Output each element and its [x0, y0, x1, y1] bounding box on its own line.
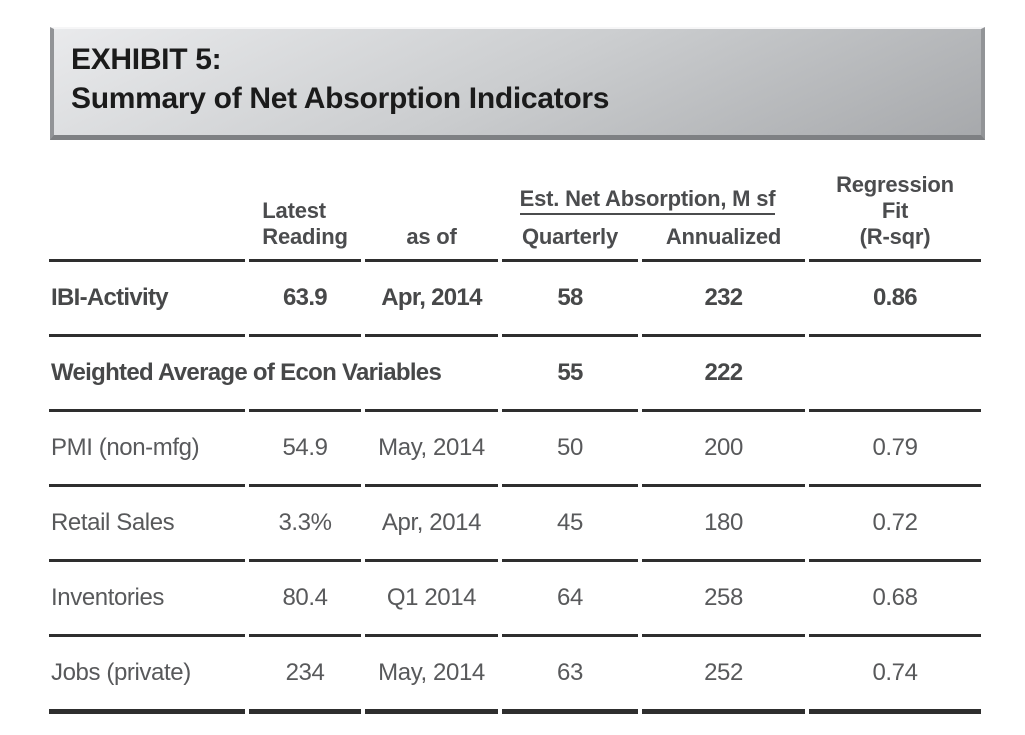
rsqr-cell: 0.68: [809, 562, 981, 637]
latest-reading-cell: 234: [249, 637, 361, 714]
annualized-cell: 222: [642, 337, 805, 412]
annualized-cell: 232: [642, 262, 805, 337]
reading-label: Reading: [262, 224, 348, 249]
as-of-cell: [365, 337, 498, 412]
table-row: IBI-Activity 63.9 Apr, 2014 58 232 0.86: [49, 262, 981, 337]
rsqr-cell: 0.86: [809, 262, 981, 337]
est-net-absorption-label: Est. Net Absorption, M sf: [519, 186, 776, 215]
annualized-cell: 200: [642, 412, 805, 487]
as-of-column-header: as of: [365, 150, 498, 262]
quarterly-cell: 45: [502, 487, 638, 562]
exhibit-title-banner: EXHIBIT 5: Summary of Net Absorption Ind…: [50, 27, 985, 140]
exhibit-title-line1: EXHIBIT 5:: [71, 43, 222, 76]
rsqr-cell: 0.72: [809, 487, 981, 562]
quarterly-cell: 63: [502, 637, 638, 714]
table-row: Retail Sales 3.3% Apr, 2014 45 180 0.72: [49, 487, 981, 562]
indicator-cell: Jobs (private): [49, 637, 245, 714]
indicator-cell: Inventories: [49, 562, 245, 637]
regression-fit-column-header: Regression Fit (R-sqr): [809, 150, 981, 262]
rsqr-label: (R-sqr): [859, 224, 931, 249]
exhibit-title-line2: Summary of Net Absorption Indicators: [71, 82, 610, 115]
latest-label: Latest: [262, 198, 326, 223]
annualized-column-header: Annualized: [642, 150, 805, 262]
as-of-cell: May, 2014: [365, 637, 498, 714]
annualized-cell: 252: [642, 637, 805, 714]
table-row: Inventories 80.4 Q1 2014 64 258 0.68: [49, 562, 981, 637]
latest-reading-cell: [249, 337, 361, 412]
rsqr-cell: 0.74: [809, 637, 981, 714]
fit-label: Fit: [881, 198, 909, 223]
annualized-cell: 180: [642, 487, 805, 562]
rsqr-cell: [809, 337, 981, 412]
as-of-cell: Q1 2014: [365, 562, 498, 637]
rsqr-cell: 0.79: [809, 412, 981, 487]
indicator-column-header: [49, 150, 245, 262]
latest-reading-column-header: Latest Reading: [249, 150, 361, 262]
quarterly-column-header: Quarterly: [502, 150, 638, 262]
est-net-absorption-group-header: Est. Net Absorption, M sf: [485, 186, 810, 215]
indicators-table: Est. Net Absorption, M sf Latest Reading…: [45, 150, 985, 714]
indicator-cell: IBI-Activity: [49, 262, 245, 337]
as-of-cell: Apr, 2014: [365, 262, 498, 337]
annualized-cell: 258: [642, 562, 805, 637]
header-row: Latest Reading as of Quarterly Annualize…: [49, 150, 981, 262]
net-absorption-table: Latest Reading as of Quarterly Annualize…: [45, 150, 985, 714]
latest-reading-cell: 3.3%: [249, 487, 361, 562]
quarterly-cell: 64: [502, 562, 638, 637]
quarterly-cell: 58: [502, 262, 638, 337]
as-of-cell: May, 2014: [365, 412, 498, 487]
table-row: Jobs (private) 234 May, 2014 63 252 0.74: [49, 637, 981, 714]
as-of-cell: Apr, 2014: [365, 487, 498, 562]
table-row: Weighted Average of Econ Variables 55 22…: [49, 337, 981, 412]
regression-label: Regression: [836, 172, 954, 197]
latest-reading-cell: 63.9: [249, 262, 361, 337]
indicator-cell: Retail Sales: [49, 487, 245, 562]
latest-reading-cell: 80.4: [249, 562, 361, 637]
indicator-cell: Weighted Average of Econ Variables: [49, 337, 442, 412]
quarterly-cell: 50: [502, 412, 638, 487]
table-row: PMI (non-mfg) 54.9 May, 2014 50 200 0.79: [49, 412, 981, 487]
quarterly-cell: 55: [502, 337, 638, 412]
indicator-cell: PMI (non-mfg): [49, 412, 245, 487]
latest-reading-cell: 54.9: [249, 412, 361, 487]
